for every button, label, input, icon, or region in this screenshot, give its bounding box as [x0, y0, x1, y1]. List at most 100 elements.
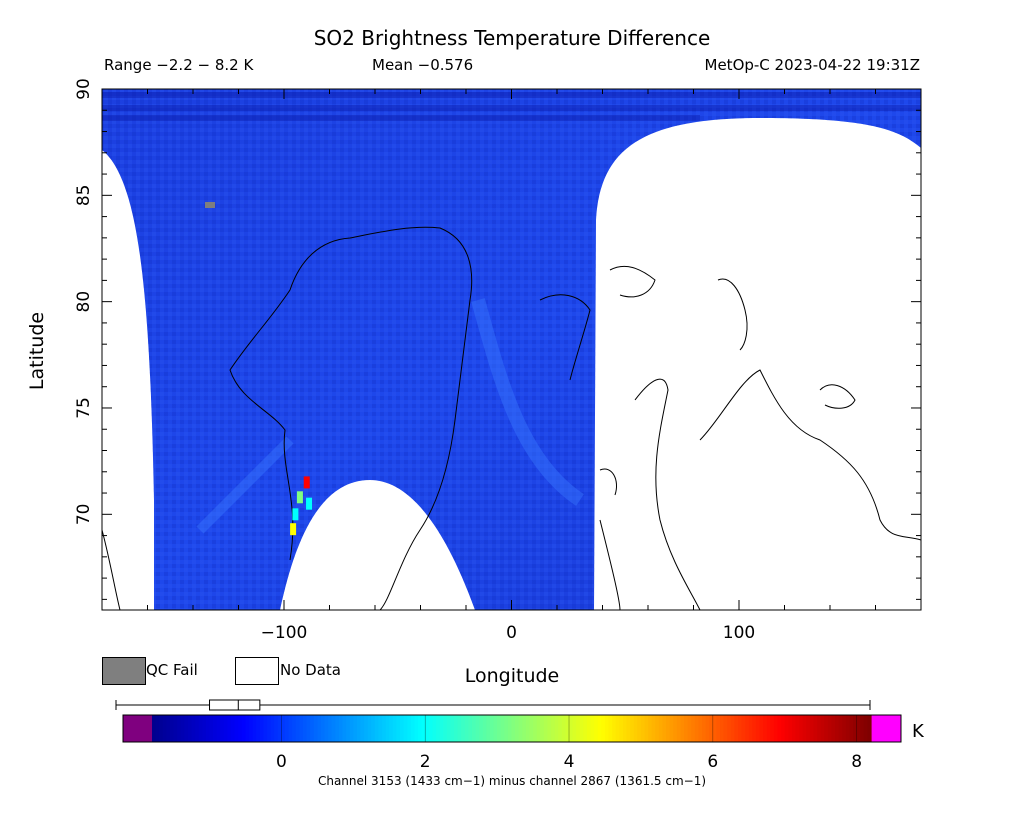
colorbar-segment — [525, 715, 531, 742]
swath-stripe — [196, 436, 294, 534]
colorbar-segment — [292, 715, 297, 742]
colorbar-segment — [752, 715, 757, 742]
colorbar-segment — [773, 715, 779, 742]
colorbar-segment — [205, 715, 211, 742]
colorbar-tick-label: 0 — [276, 752, 287, 772]
colorbar-segment — [302, 715, 308, 742]
colorbar-segment — [673, 715, 678, 742]
y-tick-label: 75 — [74, 397, 94, 419]
colorbar-segment — [202, 715, 207, 742]
colorbar-segment — [443, 715, 448, 742]
swath-stripe — [471, 298, 584, 506]
colorbar-segment — [213, 715, 218, 742]
colorbar-segment — [500, 715, 505, 742]
colorbar-segment — [436, 715, 441, 742]
colorbar-segment — [338, 715, 344, 742]
colorbar-segment — [637, 715, 642, 742]
colorbar-segment — [586, 715, 592, 742]
colorbar-segment — [400, 715, 405, 742]
colorbar-segment — [457, 715, 462, 742]
colorbar-segment — [155, 715, 160, 742]
colorbar-segment — [461, 715, 466, 742]
colorbar-segment — [655, 715, 660, 742]
colorbar-segment — [468, 715, 473, 742]
y-tick-label: 70 — [74, 503, 94, 525]
colorbar-segment — [827, 715, 833, 742]
colorbar-segment — [371, 715, 376, 742]
colorbar-segment — [223, 715, 229, 742]
colorbar-segment — [687, 715, 692, 742]
colorbar-segment — [245, 715, 250, 742]
colorbar-segment — [748, 715, 753, 742]
colorbar-segment — [259, 715, 265, 742]
colorbar-segment — [597, 715, 602, 742]
colorbar-segment — [712, 715, 718, 742]
colorbar-segment — [579, 715, 584, 742]
colorbar-segment — [720, 715, 725, 742]
colorbar-tick-label: 6 — [707, 752, 718, 772]
colorbar-segment — [320, 715, 326, 742]
colorbar-segment — [601, 715, 606, 742]
colorbar-segment — [543, 715, 549, 742]
colorbar-segment — [651, 715, 656, 742]
x-axis-label: Longitude — [464, 665, 560, 687]
qc-fail-pixel — [205, 202, 215, 208]
colorbar-segment — [536, 715, 541, 742]
colorbar-segment — [845, 715, 851, 742]
colorbar-segment — [662, 715, 667, 742]
colorbar-segment — [630, 715, 635, 742]
colorbar-segment — [209, 715, 214, 742]
no-data-swatch — [235, 657, 279, 685]
colorbar-segment — [504, 715, 509, 742]
hotspot-pixel — [290, 523, 297, 536]
colorbar-segment — [626, 715, 631, 742]
colorbar-segment — [396, 715, 401, 742]
colorbar-segment — [576, 715, 581, 742]
colorbar-segment — [565, 715, 570, 742]
colorbar-segment — [622, 715, 628, 742]
colorbar-segment — [299, 715, 304, 742]
colorbar-segment — [802, 715, 807, 742]
colorbar-segment — [763, 715, 768, 742]
colorbar-segment — [324, 715, 329, 742]
colorbar-segment — [741, 715, 746, 742]
map-area — [102, 89, 921, 610]
mean-text: Mean −0.576 — [372, 56, 474, 74]
colorbar-segment — [590, 715, 595, 742]
colorbar-segment — [295, 715, 300, 742]
colorbar-segment — [407, 715, 412, 742]
colorbar-segment — [518, 715, 523, 742]
colorbar-segment — [453, 715, 459, 742]
colorbar-segment — [835, 715, 840, 742]
colorbar-segment — [781, 715, 786, 742]
colorbar-segment — [227, 715, 232, 742]
colorbar-segment — [766, 715, 771, 742]
colorbar-segment — [558, 715, 563, 742]
colorbar-segment — [277, 715, 283, 742]
colorbar-segment — [842, 715, 847, 742]
colorbar-segment — [166, 715, 171, 742]
colorbar-segment — [414, 715, 419, 742]
colorbar-segment — [464, 715, 469, 742]
so2-hotspots — [290, 476, 313, 536]
colorbar-segment — [867, 715, 872, 742]
colorbar-segment — [648, 715, 653, 742]
colorbar-segment — [759, 715, 764, 742]
colorbar-segment — [619, 715, 624, 742]
colorbar-segment — [831, 715, 836, 742]
y-tick-label: 90 — [74, 78, 94, 100]
colorbar-segment — [511, 715, 516, 742]
colorbar-segment — [177, 715, 182, 742]
colorbar-segment — [860, 715, 865, 742]
colorbar-segment — [680, 715, 685, 742]
colorbar-segment — [421, 715, 426, 742]
colorbar-segment — [385, 715, 390, 742]
colorbar-segment — [608, 715, 613, 742]
colorbar-segment — [471, 715, 477, 742]
colorbar-segment — [184, 715, 189, 742]
colorbar-segment — [813, 715, 818, 742]
colorbar-segment — [730, 715, 735, 742]
colorbar-segment — [252, 715, 257, 742]
qc-fail-swatch — [102, 657, 146, 685]
colorbar-segment — [169, 715, 175, 742]
